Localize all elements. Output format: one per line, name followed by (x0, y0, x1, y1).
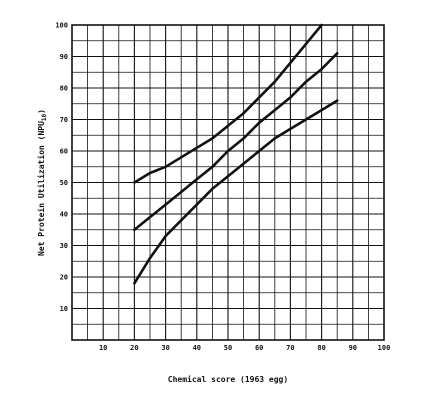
x-tick-label: 10 (99, 344, 107, 352)
y-tick-labels: 10 20 30 40 50 60 70 80 90 100 (55, 22, 68, 314)
x-tick-label: 40 (193, 344, 201, 352)
y-axis-label-subscript: 10 (41, 113, 48, 121)
y-tick-label: 40 (60, 211, 68, 219)
x-tick-label: 90 (349, 344, 357, 352)
y-tick-label: 50 (60, 179, 68, 187)
x-tick-label: 30 (161, 344, 169, 352)
x-tick-label: 80 (317, 344, 325, 352)
series-line-2 (133, 51, 339, 232)
series-line-1 (133, 23, 323, 184)
series-line-3 (133, 99, 339, 285)
x-tick-labels: 10 20 30 40 50 60 70 80 90 100 (99, 344, 390, 352)
y-axis-label-main: Net Protein Utilization (NPU (36, 121, 46, 256)
y-tick-label: 60 (60, 148, 68, 156)
x-tick-label: 50 (224, 344, 232, 352)
series-group (133, 23, 339, 285)
y-tick-label: 70 (60, 116, 68, 124)
grid (72, 25, 384, 340)
x-axis-label: Chemical score (1963 egg) (168, 374, 288, 384)
y-tick-label: 10 (60, 305, 68, 313)
y-tick-label: 90 (60, 53, 68, 61)
plot-frame (71, 24, 385, 341)
x-tick-label: 60 (255, 344, 263, 352)
y-axis-label: Net Protein Utilization (NPU10) (36, 109, 48, 256)
y-tick-label: 30 (60, 242, 68, 250)
y-tick-label: 80 (60, 85, 68, 93)
y-axis-label-close: ) (37, 109, 46, 114)
x-tick-label: 100 (378, 344, 391, 352)
y-tick-label: 100 (55, 22, 68, 30)
x-tick-label: 20 (130, 344, 138, 352)
y-tick-label: 20 (60, 274, 68, 282)
x-tick-label: 70 (286, 344, 294, 352)
